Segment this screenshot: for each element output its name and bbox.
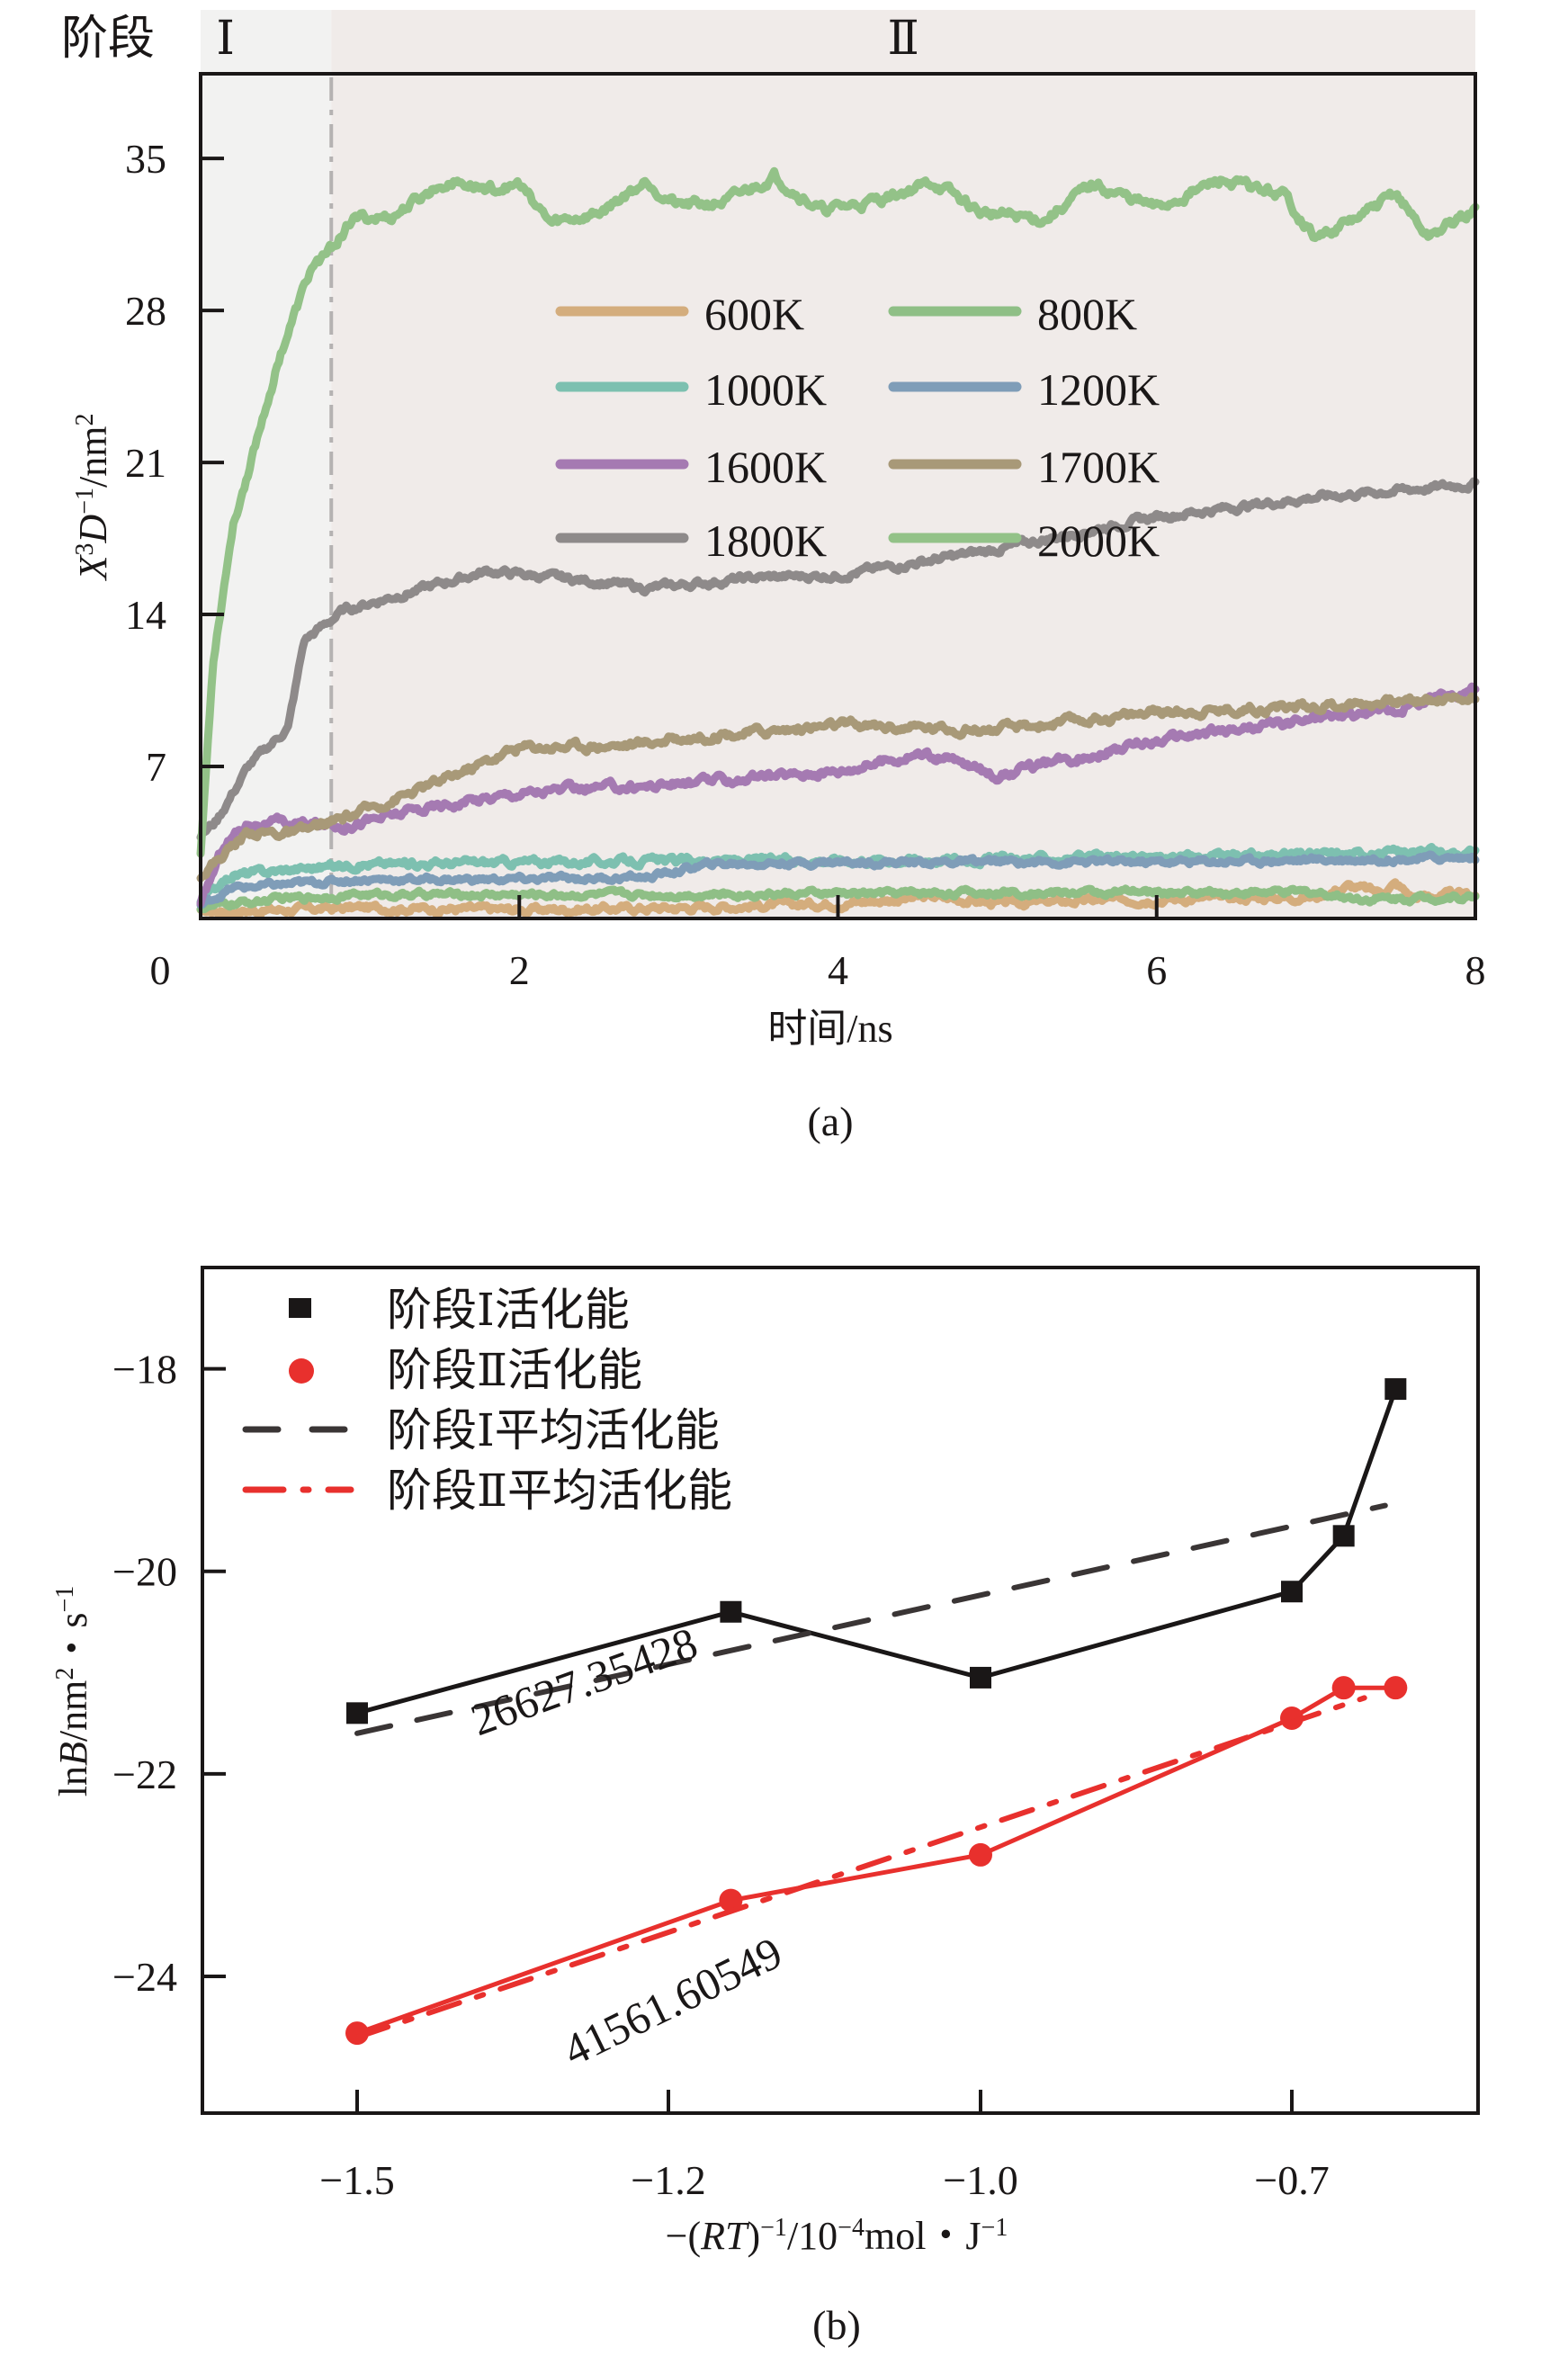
x-tick-label: 0 — [150, 947, 171, 993]
stage-name-2: Ⅱ — [887, 13, 918, 65]
series-line-1200k — [196, 850, 1480, 909]
y-label-supm1: −1 — [51, 1586, 79, 1613]
y-label-sup2: 2 — [71, 414, 99, 426]
y-label-d: D — [71, 515, 115, 544]
data-point-circle — [719, 1888, 743, 1913]
series-line-1600k — [196, 682, 1480, 908]
series-line-1800k — [196, 477, 1480, 842]
stage-bands — [201, 10, 1476, 918]
legend-marker-square — [289, 1298, 311, 1318]
x-ticks: −1.5 −1.2 −1.0 −0.7 — [319, 2090, 1330, 2203]
data-point-square — [970, 1666, 991, 1689]
x-label-rt: RT — [700, 2214, 750, 2258]
x-label-pre: −( — [666, 2214, 701, 2258]
legend: 600K 800K 1000K 1200K 1600K 1700K 1800K 2000K — [555, 289, 1160, 566]
fit-annotation: 41561.60549 — [555, 1927, 789, 2075]
data-point-square — [1281, 1581, 1303, 1603]
y-tick-label: −20 — [112, 1549, 177, 1595]
data-point-circle — [1331, 1676, 1356, 1700]
data-point-square — [1332, 1525, 1355, 1547]
legend-label: 阶段Ⅰ活化能 — [387, 1285, 630, 1335]
data-point-circle — [345, 2021, 369, 2046]
stage-name-1: Ⅰ — [216, 13, 235, 65]
data-point-circle — [1384, 1676, 1408, 1700]
y-tick-label: −24 — [112, 1954, 177, 2000]
x-label-unit: mol・J — [865, 2214, 981, 2258]
x-tick-label: −0.7 — [1254, 2157, 1329, 2203]
y-tick-label: 35 — [125, 136, 166, 182]
legend-label: 阶段Ⅰ平均活化能 — [387, 1405, 720, 1456]
x-label-sup4: −4 — [838, 2214, 865, 2242]
series-line-solid — [356, 1388, 1398, 1716]
x-ticks: 0 2 4 6 8 — [150, 895, 1486, 993]
y-ticks: −18 −20 −22 −24 — [112, 1347, 226, 2000]
y-label-ln: ln — [51, 1766, 95, 1796]
x-tick-label: 4 — [828, 947, 848, 993]
x-tick-label: 8 — [1465, 947, 1486, 993]
series-line-solid — [356, 1685, 1396, 2036]
legend-label-800k: 800K — [1037, 289, 1137, 339]
y-ticks: 7 14 21 28 35 — [125, 136, 224, 790]
y-label-b: B — [51, 1742, 95, 1766]
series-line-dashed — [354, 1502, 1388, 1736]
fit-annotation: 26627.35428 — [464, 1617, 703, 1745]
x-label-post: ) — [747, 2214, 760, 2258]
legend-label: 阶段Ⅱ活化能 — [387, 1345, 642, 1395]
y-tick-label: 21 — [125, 440, 166, 486]
y-tick-label: −18 — [112, 1347, 177, 1393]
plot-frame — [201, 1266, 1480, 2115]
y-label-sup2: 2 — [51, 1668, 79, 1680]
series-line-2000k — [196, 166, 1480, 858]
x-tick-label: 2 — [509, 947, 530, 993]
y-axis-label: lnB/nm2・s−1 — [51, 1586, 96, 1797]
x-axis-label: 时间/ns — [767, 1007, 892, 1051]
legend-label-1200k: 1200K — [1037, 364, 1160, 415]
panel-label-a: (a) — [807, 1098, 853, 1144]
y-tick-label: 28 — [125, 288, 166, 334]
y-label-x: X — [71, 553, 115, 581]
stage-label: 阶段 — [61, 13, 155, 65]
y-tick-label: 14 — [125, 592, 166, 638]
legend-marker-circle — [289, 1358, 314, 1384]
y-label-dot: ・s — [51, 1613, 95, 1668]
data-point-circle — [969, 1842, 992, 1867]
legend-label-1000k: 1000K — [704, 364, 827, 415]
x-tick-label: 6 — [1146, 947, 1167, 993]
legend-label: 阶段Ⅱ平均活化能 — [387, 1465, 732, 1516]
series-line-1700k — [196, 692, 1480, 882]
x-tick-label: −1.2 — [631, 2157, 705, 2203]
x-label-mid: /10 — [787, 2214, 838, 2258]
y-tick-label: −22 — [112, 1751, 177, 1797]
x-axis-label: −(RT)−1/10−4mol・J−1 — [666, 2214, 1008, 2259]
legend-label-1600k: 1600K — [704, 442, 827, 492]
y-label-unit: /nm — [51, 1680, 95, 1742]
panel-label-b: (b) — [812, 2302, 861, 2348]
legend-label-1800k: 1800K — [704, 515, 827, 566]
x-tick-label: −1.0 — [943, 2157, 1017, 2203]
series-lines — [345, 1378, 1408, 2046]
y-label-unit: /nm — [71, 426, 115, 488]
x-label-sup1: −1 — [760, 2214, 787, 2242]
data-point-square — [1384, 1378, 1407, 1401]
y-tick-label: 7 — [146, 744, 166, 790]
data-point-square — [720, 1600, 742, 1623]
series-line-dashdot — [354, 1695, 1367, 2040]
legend-label-2000k: 2000K — [1037, 515, 1160, 566]
series-line-800k — [196, 884, 1480, 914]
legend-label-1700k: 1700K — [1037, 442, 1160, 492]
annotations: 26627.35428 41561.60549 — [464, 1617, 790, 2076]
y-axis-label: X3D−1/nm2 — [71, 414, 116, 582]
x-label-sup5: −1 — [981, 2214, 1008, 2242]
y-label-supm1: −1 — [71, 488, 99, 515]
data-point-square — [346, 1702, 368, 1724]
data-point-circle — [1280, 1706, 1304, 1730]
legend-label-600k: 600K — [704, 289, 804, 339]
y-label-sup3: 3 — [71, 543, 99, 556]
x-tick-label: −1.5 — [319, 2157, 394, 2203]
